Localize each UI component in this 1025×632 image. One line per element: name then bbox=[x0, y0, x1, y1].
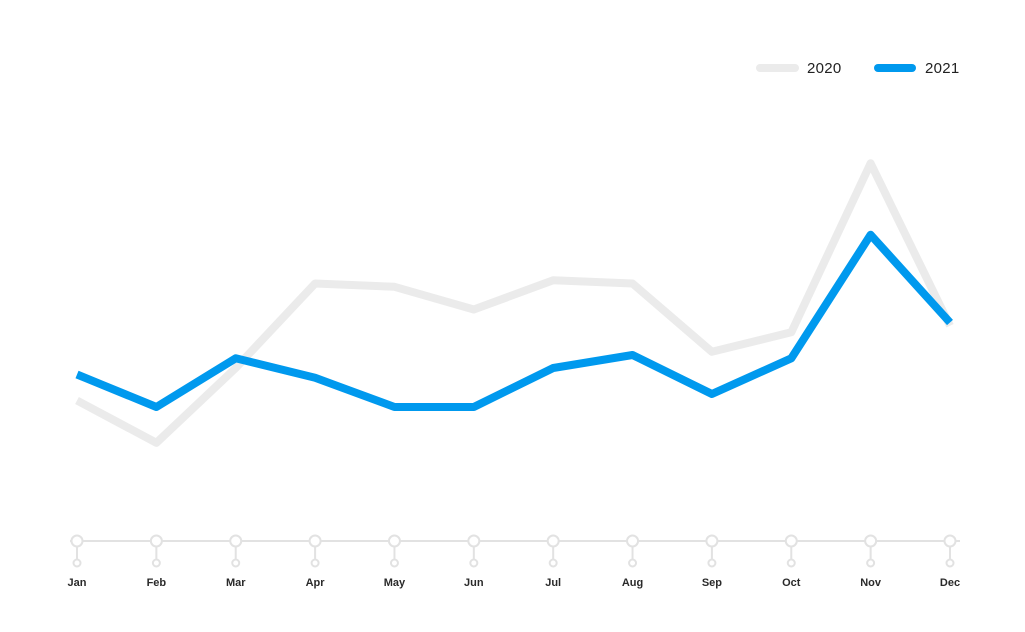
data-point-2021-may bbox=[390, 403, 398, 411]
data-point-2021-jan bbox=[73, 371, 81, 379]
data-point-2020-jun bbox=[470, 306, 478, 314]
x-tick-label: Nov bbox=[860, 577, 882, 589]
x-tick-aug: Aug bbox=[622, 534, 643, 589]
x-tick-label: Jun bbox=[464, 577, 484, 589]
x-tick-dot bbox=[786, 558, 796, 568]
x-tick-dot bbox=[72, 558, 82, 568]
data-point-2021-sep bbox=[708, 390, 716, 398]
x-tick-mar: Mar bbox=[226, 534, 246, 589]
data-point-2021-mar bbox=[232, 354, 240, 362]
x-tick-dec: Dec bbox=[940, 534, 960, 589]
legend-label-2021: 2021 bbox=[925, 60, 960, 77]
x-tick-label: Jul bbox=[545, 577, 561, 589]
x-tick-nov: Nov bbox=[860, 534, 882, 589]
x-tick-dot bbox=[548, 558, 558, 568]
series-lines bbox=[73, 159, 954, 447]
data-point-2021-jun bbox=[470, 403, 478, 411]
data-point-2020-jul bbox=[549, 276, 557, 284]
x-tick-label: Dec bbox=[940, 577, 960, 589]
x-tick-jul: Jul bbox=[545, 534, 561, 589]
data-point-2020-apr bbox=[311, 280, 319, 288]
x-tick-dot bbox=[310, 558, 320, 568]
data-point-2020-sep bbox=[708, 348, 716, 356]
data-point-2021-feb bbox=[152, 403, 160, 411]
x-tick-marker bbox=[943, 534, 957, 548]
x-tick-label: Feb bbox=[147, 577, 167, 589]
x-axis-ticks: Jan Feb Mar Apr May Jun Jul Aug Sep Oct Nov Dec bbox=[68, 534, 960, 589]
x-tick-dot bbox=[151, 558, 161, 568]
x-tick-label: Oct bbox=[782, 577, 801, 589]
data-point-2020-may bbox=[390, 283, 398, 291]
series-line-2020 bbox=[75, 159, 954, 447]
x-tick-marker bbox=[70, 534, 84, 548]
x-tick-marker bbox=[705, 534, 719, 548]
x-tick-dot bbox=[707, 558, 717, 568]
x-tick-label: Mar bbox=[226, 577, 246, 589]
x-tick-label: Apr bbox=[306, 577, 326, 589]
data-point-2020-nov bbox=[867, 159, 875, 167]
x-tick-label: May bbox=[384, 577, 406, 589]
data-point-2021-aug bbox=[629, 351, 637, 359]
legend-item-2020: 2020 bbox=[756, 60, 842, 77]
legend-label-2020: 2020 bbox=[807, 60, 842, 77]
legend: 2020 2021 bbox=[756, 60, 960, 77]
x-tick-dot bbox=[389, 558, 399, 568]
x-tick-dot bbox=[866, 558, 876, 568]
data-point-2021-jul bbox=[549, 364, 557, 372]
x-tick-dot bbox=[231, 558, 241, 568]
data-point-2020-jan bbox=[73, 397, 81, 405]
data-point-2021-apr bbox=[311, 374, 319, 382]
x-tick-label: Jan bbox=[68, 577, 87, 589]
x-tick-label: Sep bbox=[702, 577, 722, 589]
x-tick-apr: Apr bbox=[306, 534, 326, 589]
data-point-2021-dec bbox=[946, 319, 954, 327]
x-tick-dot bbox=[628, 558, 638, 568]
data-point-2021-oct bbox=[787, 354, 795, 362]
x-tick-marker bbox=[308, 534, 322, 548]
x-tick-marker bbox=[467, 534, 481, 548]
x-tick-sep: Sep bbox=[702, 534, 722, 589]
x-tick-feb: Feb bbox=[147, 534, 167, 589]
x-axis: Jan Feb Mar Apr May Jun Jul Aug Sep Oct Nov Dec bbox=[68, 534, 960, 589]
x-tick-marker bbox=[387, 534, 401, 548]
x-tick-marker bbox=[229, 534, 243, 548]
legend-item-2021: 2021 bbox=[874, 60, 960, 77]
data-point-2020-aug bbox=[629, 280, 637, 288]
x-tick-marker bbox=[149, 534, 163, 548]
data-point-2020-feb bbox=[152, 439, 160, 447]
x-tick-marker bbox=[864, 534, 878, 548]
x-tick-marker bbox=[626, 534, 640, 548]
x-tick-may: May bbox=[384, 534, 406, 589]
data-point-2020-oct bbox=[787, 328, 795, 336]
x-tick-marker bbox=[784, 534, 798, 548]
x-tick-oct: Oct bbox=[782, 534, 801, 589]
series-line-2021 bbox=[75, 230, 953, 411]
data-point-2021-nov bbox=[867, 231, 875, 239]
x-tick-marker bbox=[546, 534, 560, 548]
x-tick-dot bbox=[469, 558, 479, 568]
x-tick-dot bbox=[945, 558, 955, 568]
data-point-2020-mar bbox=[232, 364, 240, 372]
x-tick-label: Aug bbox=[622, 577, 643, 589]
x-tick-jun: Jun bbox=[464, 534, 484, 589]
x-tick-jan: Jan bbox=[68, 534, 87, 589]
